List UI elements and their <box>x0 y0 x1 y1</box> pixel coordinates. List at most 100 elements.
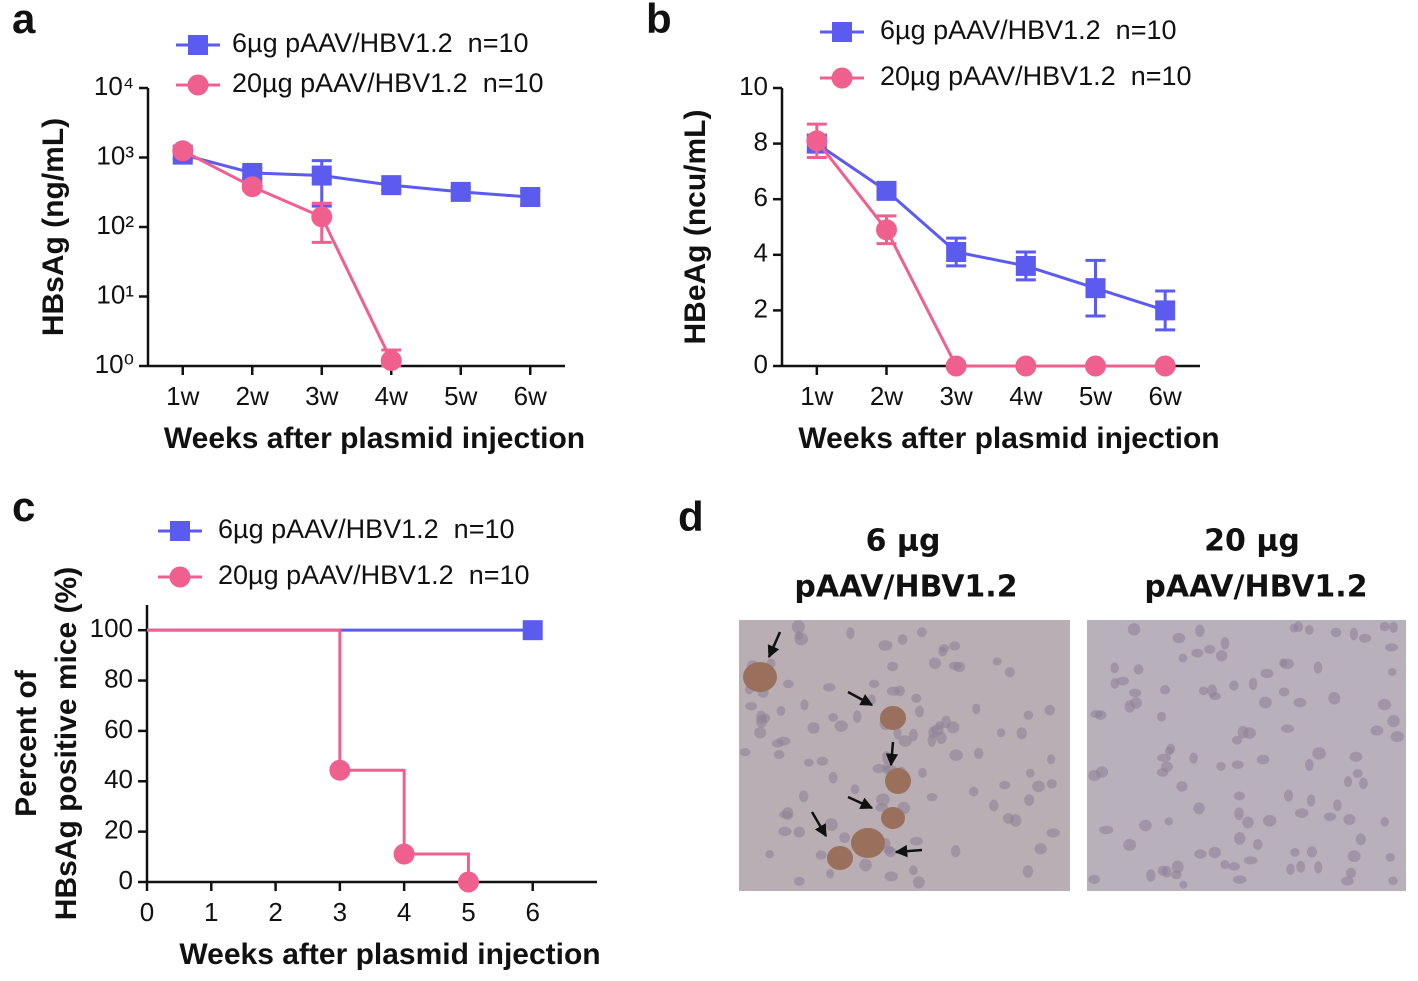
nucleus <box>776 705 786 717</box>
nucleus <box>1164 817 1174 826</box>
nucleus <box>828 771 838 784</box>
marker <box>1015 255 1036 276</box>
x-axis-label: Weeks after plasmid injection <box>179 938 600 971</box>
y-axis-label: HBeAg (ncu/mL) <box>679 110 712 345</box>
nucleus <box>1328 691 1341 705</box>
nucleus <box>1280 724 1295 733</box>
marker <box>520 187 541 208</box>
nucleus <box>898 735 912 747</box>
nucleus <box>989 799 999 812</box>
marker <box>311 165 332 186</box>
marker <box>522 620 543 641</box>
nucleus <box>1025 768 1035 778</box>
nucleus <box>886 686 900 696</box>
x-tick-label: 6w <box>1149 381 1182 411</box>
x-tick-label: 3 <box>333 897 347 927</box>
nucleus <box>1228 862 1241 871</box>
y-tick-label: 40 <box>104 764 133 794</box>
nucleus <box>1388 876 1398 885</box>
marker <box>1085 355 1106 377</box>
nucleus <box>859 858 872 872</box>
marker <box>946 242 967 263</box>
y-tick-label: 10² <box>96 210 134 240</box>
x-tick-label: 3w <box>305 381 338 411</box>
nucleus <box>1220 859 1230 869</box>
nucleus <box>884 871 898 882</box>
nucleus <box>918 767 927 778</box>
nucleus <box>1088 769 1101 782</box>
nucleus <box>1253 839 1263 850</box>
nucleus <box>1248 677 1258 691</box>
panel-label: c <box>12 483 35 530</box>
line <box>815 142 1166 312</box>
y-tick-label: 0 <box>754 349 768 379</box>
legend-label: 6µg pAAV/HBV1.2 n=10 <box>218 514 515 544</box>
nucleus <box>950 845 961 858</box>
nucleus <box>1139 819 1152 832</box>
nucleus <box>972 703 981 715</box>
image-caption: 20 µg <box>1204 524 1300 559</box>
nucleus <box>745 702 757 711</box>
marker <box>381 175 402 196</box>
marker <box>1154 355 1176 377</box>
y-tick-label: 10 <box>739 71 768 101</box>
nucleus <box>1215 650 1228 662</box>
nucleus <box>1352 769 1363 778</box>
nucleus <box>941 715 952 729</box>
image-caption: pAAV/HBV1.2 <box>794 570 1017 605</box>
nucleus <box>1347 850 1361 863</box>
nucleus <box>794 876 805 886</box>
nucleus <box>1231 760 1244 769</box>
nucleus <box>1293 621 1304 633</box>
nucleus <box>1198 686 1209 696</box>
nucleus <box>916 627 927 638</box>
legend-marker <box>831 67 853 89</box>
nucleus <box>1116 676 1130 686</box>
nucleus <box>850 784 860 795</box>
nucleus <box>992 657 1002 666</box>
nucleus <box>1260 668 1274 679</box>
nucleus <box>1377 698 1392 711</box>
nucleus <box>949 749 963 761</box>
stained-cells <box>743 662 911 870</box>
nucleus <box>1110 662 1119 674</box>
nucleus <box>1294 808 1309 818</box>
nucleus <box>765 850 774 859</box>
nucleus <box>1171 860 1184 874</box>
nucleus <box>1359 633 1372 643</box>
nucleus <box>996 728 1006 738</box>
nucleus <box>1312 747 1326 760</box>
nucleus <box>1306 846 1318 858</box>
nucleus <box>968 786 979 797</box>
nucleus <box>1044 704 1056 716</box>
nucleus <box>876 793 890 806</box>
nucleus <box>1176 781 1188 792</box>
nucleus <box>794 631 804 640</box>
nucleus <box>1004 667 1015 678</box>
nucleus <box>949 641 961 651</box>
nucleus <box>839 832 851 843</box>
y-tick-label: 10⁰ <box>95 349 134 379</box>
legend-label: 20µg pAAV/HBV1.2 n=10 <box>218 560 530 590</box>
marker <box>450 181 471 202</box>
nucleus <box>1156 711 1167 722</box>
nucleus <box>1016 727 1027 740</box>
legend-marker <box>169 566 191 588</box>
nucleus <box>1090 710 1103 719</box>
nucleus <box>1359 777 1368 790</box>
nucleus <box>887 661 899 672</box>
x-axis-label: Weeks after plasmid injection <box>798 422 1219 455</box>
nucleus <box>1330 627 1342 638</box>
marker <box>1155 300 1176 321</box>
nucleus <box>1023 710 1034 720</box>
nucleus <box>1370 725 1384 736</box>
nucleus <box>1179 880 1188 889</box>
legend-label: 20µg pAAV/HBV1.2 n=10 <box>880 61 1192 91</box>
nucleus <box>1323 812 1337 822</box>
nucleus <box>1127 623 1141 636</box>
y-tick-label: 10³ <box>96 140 134 170</box>
nucleus <box>1390 731 1405 743</box>
nucleus <box>781 807 794 820</box>
nucleus <box>1032 780 1045 793</box>
x-tick-label: 5w <box>444 381 477 411</box>
